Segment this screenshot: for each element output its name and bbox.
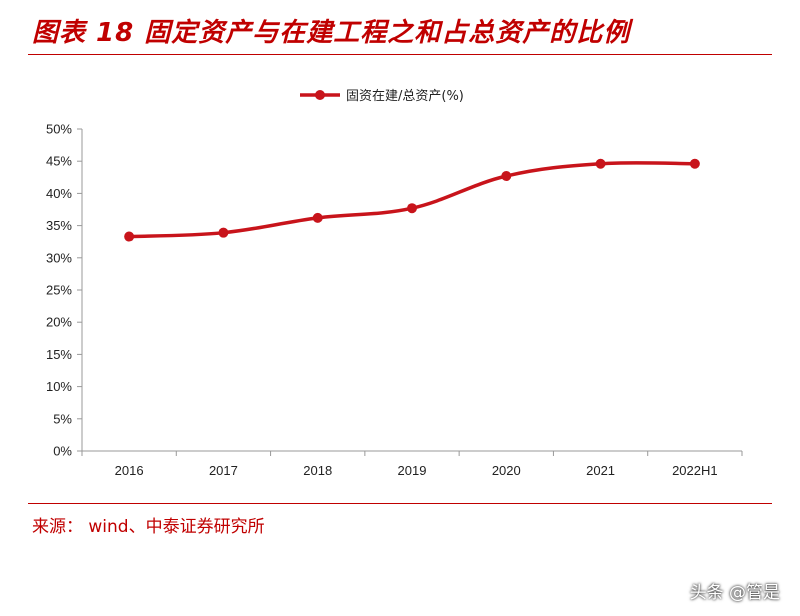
top-divider	[28, 54, 772, 55]
plot-area	[124, 158, 700, 242]
data-point	[312, 212, 323, 223]
series-line	[127, 161, 697, 239]
x-tick-label: 2022H1	[672, 463, 718, 478]
legend: 固资在建/总资产(%)	[300, 89, 464, 104]
y-tick-label: 35%	[46, 218, 72, 233]
y-tick-label: 0%	[53, 444, 72, 459]
y-tick-label: 25%	[46, 283, 72, 298]
x-tick-label: 2021	[586, 463, 615, 478]
data-point	[595, 158, 606, 169]
data-point	[124, 231, 135, 242]
chart-title: 图表 18 固定资产与在建工程之和占总资产的比例	[32, 18, 631, 48]
y-tick-label: 5%	[53, 411, 72, 426]
watermark: 头条 @管是	[689, 583, 780, 603]
bottom-divider	[28, 503, 772, 504]
y-tick-label: 40%	[46, 186, 72, 201]
x-tick-label: 2018	[303, 463, 332, 478]
axes: 0% 5% 10% 15% 20% 25% 30% 35% 40% 45% 50% 2016 2017 2…	[46, 122, 743, 478]
source-note: 来源： wind、中泰证券研究所	[32, 517, 265, 537]
legend-label: 固资在建/总资产(%)	[346, 89, 464, 104]
data-point	[501, 171, 512, 182]
x-tick-label: 2019	[398, 463, 427, 478]
data-point	[407, 203, 417, 214]
data-point	[689, 158, 700, 169]
y-tick-label: 15%	[46, 347, 72, 362]
x-tick-label: 2017	[209, 463, 238, 478]
data-point	[218, 227, 229, 238]
y-tick-label: 30%	[46, 250, 72, 265]
y-tick-label: 50%	[46, 122, 72, 137]
y-tick-label: 10%	[46, 379, 72, 394]
x-tick-label: 2016	[115, 463, 144, 478]
legend-marker	[315, 90, 325, 100]
x-tick-label: 2020	[492, 463, 521, 478]
y-tick-label: 45%	[46, 154, 72, 169]
y-tick-label: 20%	[46, 315, 72, 330]
